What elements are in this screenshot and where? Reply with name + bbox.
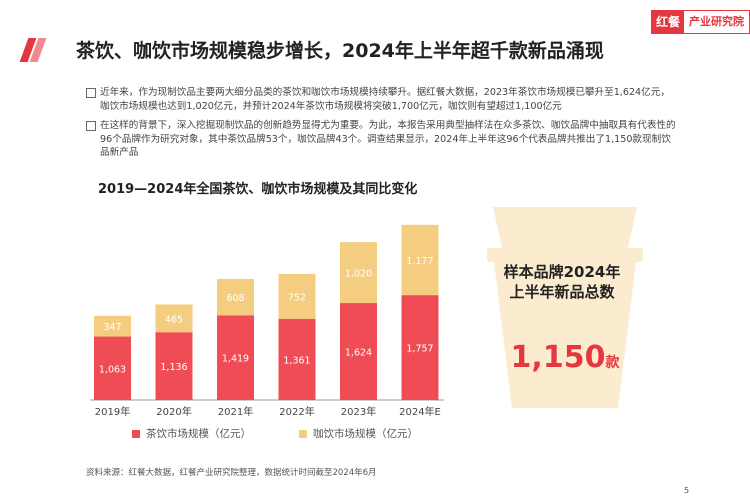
- data-label-coffee: 1,020: [345, 269, 372, 280]
- highlight-label-line2: 上半年新品总数: [509, 283, 615, 301]
- highlight-label: 样本品牌2024年 上半年新品总数: [487, 262, 637, 302]
- legend-swatch-coffee: [299, 429, 307, 438]
- bullet-item: 近年来，作为现制饮品主要两大细分品类的茶饮和咖饮市场规模持续攀升。据红餐大数据，…: [86, 86, 676, 113]
- highlight-number: 1,150款: [505, 340, 625, 375]
- chart-title: 2019—2024年全国茶饮、咖饮市场规模及其同比变化: [98, 182, 418, 197]
- legend-swatch-tea: [132, 429, 140, 438]
- data-label-tea: 1,624: [345, 348, 372, 359]
- source-note: 资料来源：红餐大数据，红餐产业研究院整理，数据统计时间截至2024年6月: [86, 468, 377, 478]
- bar-coffee: [278, 273, 316, 319]
- data-label-coffee: 1,177: [406, 256, 433, 267]
- data-label-tea: 1,063: [99, 364, 126, 375]
- bar-tea: [278, 318, 316, 400]
- x-tick-label: 2019年: [95, 405, 130, 418]
- data-label-tea: 1,757: [406, 344, 433, 355]
- logo-text: 产业研究院: [684, 11, 749, 33]
- x-tick-label: 2021年: [218, 405, 253, 418]
- intro-bullets: 近年来，作为现制饮品主要两大细分品类的茶饮和咖饮市场规模持续攀升。据红餐大数据，…: [86, 86, 676, 166]
- bar-coffee: [401, 224, 439, 296]
- data-label-tea: 1,136: [160, 362, 187, 373]
- bar-coffee: [155, 304, 193, 333]
- x-tick-label: 2023年: [341, 405, 376, 418]
- legend-label-tea: 茶饮市场规模（亿元）: [146, 428, 251, 440]
- bullet-text: 近年来，作为现制饮品主要两大细分品类的茶饮和咖饮市场规模持续攀升。据红餐大数据，…: [100, 87, 670, 112]
- bar-tea: [155, 332, 193, 400]
- checkbox-icon: [86, 88, 96, 98]
- bullet-item: 在这样的背景下，深入挖掘现制饮品的创新趋势显得尤为重要。为此，本报告采用典型抽样…: [86, 119, 676, 160]
- x-tick-label: 2022年: [279, 405, 314, 418]
- bar-coffee: [217, 278, 254, 316]
- highlight-label-line1: 样本品牌2024年: [503, 263, 621, 281]
- bar-tea: [94, 336, 131, 400]
- data-label-tea: 1,419: [222, 354, 249, 365]
- page-title: 茶饮、咖饮市场规模稳步增长，2024年上半年超千款新品涌现: [76, 40, 604, 62]
- x-tick-label: 2020年: [156, 405, 191, 418]
- bullet-text: 在这样的背景下，深入挖掘现制饮品的创新趋势显得尤为重要。为此，本报告采用典型抽样…: [100, 120, 676, 158]
- legend-label-coffee: 咖饮市场规模（亿元）: [313, 428, 418, 440]
- legend-item-coffee: 咖饮市场规模（亿元）: [299, 426, 418, 441]
- brand-logo: 红餐 产业研究院: [651, 10, 750, 34]
- page-number: 5: [684, 486, 690, 495]
- bar-coffee: [340, 242, 377, 304]
- highlight-value: 1,150: [510, 340, 606, 375]
- bar-tea: [217, 315, 254, 400]
- legend-item-tea: 茶饮市场规模（亿元）: [132, 426, 251, 441]
- chart-legend: 茶饮市场规模（亿元） 咖饮市场规模（亿元）: [132, 426, 418, 441]
- bar-tea: [401, 295, 439, 400]
- data-label-coffee: 752: [288, 292, 306, 303]
- data-label-coffee: 608: [226, 293, 244, 304]
- bar-tea: [340, 303, 377, 400]
- bar-coffee: [94, 315, 131, 337]
- x-tick-label: 2024年E: [399, 405, 441, 418]
- cup-icon: [487, 207, 643, 408]
- highlight-unit: 款: [605, 355, 620, 371]
- data-label-coffee: 347: [103, 322, 121, 333]
- bars-group: 1,063 347 2019年 1,136 465 2020年 1,419 608 2021年 1…: [94, 224, 441, 418]
- data-label-tea: 1,361: [283, 355, 310, 366]
- data-label-coffee: 465: [165, 314, 183, 325]
- checkbox-icon: [86, 121, 96, 131]
- logo-mark: 红餐: [652, 11, 685, 33]
